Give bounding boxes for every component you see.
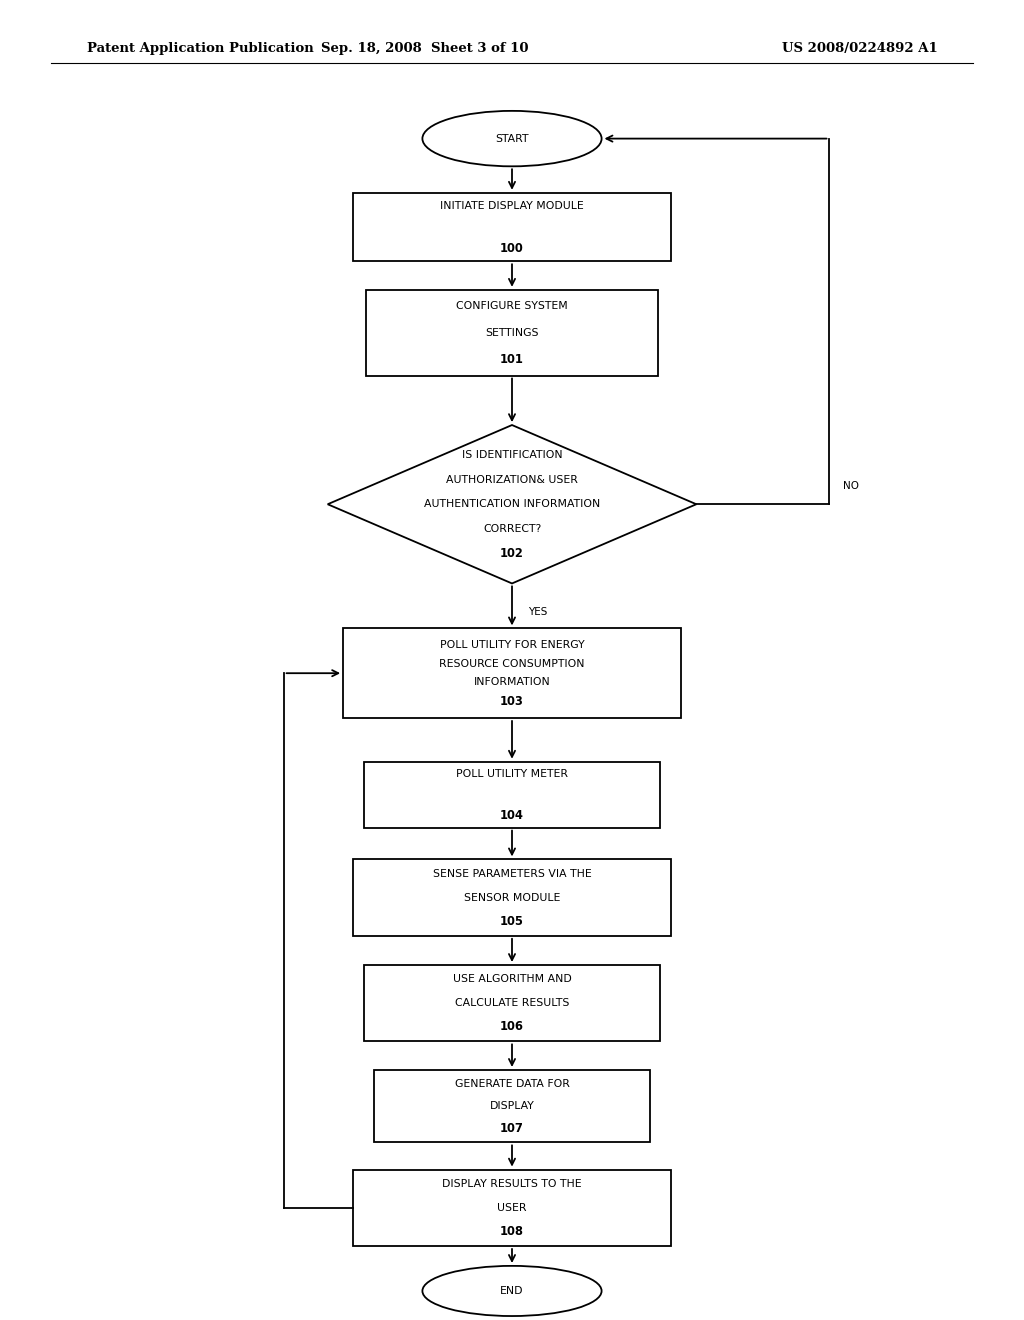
Text: 107: 107 <box>500 1122 524 1135</box>
FancyBboxPatch shape <box>343 628 681 718</box>
Ellipse shape <box>422 111 602 166</box>
Text: DISPLAY RESULTS TO THE: DISPLAY RESULTS TO THE <box>442 1179 582 1189</box>
Text: 108: 108 <box>500 1225 524 1238</box>
Text: 100: 100 <box>500 242 524 255</box>
Text: END: END <box>501 1286 523 1296</box>
FancyBboxPatch shape <box>367 290 658 375</box>
Text: YES: YES <box>528 607 547 618</box>
Text: POLL UTILITY FOR ENERGY: POLL UTILITY FOR ENERGY <box>439 640 585 651</box>
Text: 105: 105 <box>500 915 524 928</box>
Text: 102: 102 <box>500 546 524 560</box>
Text: USER: USER <box>498 1203 526 1213</box>
Text: CORRECT?: CORRECT? <box>483 524 541 533</box>
FancyBboxPatch shape <box>353 193 671 261</box>
Text: USE ALGORITHM AND: USE ALGORITHM AND <box>453 974 571 985</box>
Text: SETTINGS: SETTINGS <box>485 327 539 338</box>
Text: DISPLAY: DISPLAY <box>489 1101 535 1111</box>
Text: GENERATE DATA FOR: GENERATE DATA FOR <box>455 1078 569 1089</box>
Text: START: START <box>496 133 528 144</box>
Text: AUTHENTICATION INFORMATION: AUTHENTICATION INFORMATION <box>424 499 600 510</box>
Text: SENSE PARAMETERS VIA THE: SENSE PARAMETERS VIA THE <box>432 869 592 879</box>
Text: Sep. 18, 2008  Sheet 3 of 10: Sep. 18, 2008 Sheet 3 of 10 <box>322 42 528 55</box>
Text: 101: 101 <box>500 352 524 366</box>
Polygon shape <box>328 425 696 583</box>
Text: US 2008/0224892 A1: US 2008/0224892 A1 <box>782 42 938 55</box>
Text: Patent Application Publication: Patent Application Publication <box>87 42 313 55</box>
Text: NO: NO <box>843 480 859 491</box>
Text: 104: 104 <box>500 809 524 821</box>
Text: AUTHORIZATION& USER: AUTHORIZATION& USER <box>446 475 578 484</box>
Text: INITIATE DISPLAY MODULE: INITIATE DISPLAY MODULE <box>440 201 584 211</box>
Text: SENSOR MODULE: SENSOR MODULE <box>464 892 560 903</box>
FancyBboxPatch shape <box>364 762 660 828</box>
FancyBboxPatch shape <box>364 965 660 1041</box>
Text: CALCULATE RESULTS: CALCULATE RESULTS <box>455 998 569 1008</box>
FancyBboxPatch shape <box>353 1170 671 1246</box>
FancyBboxPatch shape <box>353 859 671 936</box>
Text: 103: 103 <box>500 694 524 708</box>
Text: IS IDENTIFICATION: IS IDENTIFICATION <box>462 450 562 461</box>
Text: INFORMATION: INFORMATION <box>474 677 550 688</box>
Text: POLL UTILITY METER: POLL UTILITY METER <box>456 770 568 779</box>
FancyBboxPatch shape <box>374 1069 650 1142</box>
Ellipse shape <box>422 1266 602 1316</box>
Text: CONFIGURE SYSTEM: CONFIGURE SYSTEM <box>456 301 568 312</box>
Text: RESOURCE CONSUMPTION: RESOURCE CONSUMPTION <box>439 659 585 669</box>
Text: 106: 106 <box>500 1020 524 1034</box>
